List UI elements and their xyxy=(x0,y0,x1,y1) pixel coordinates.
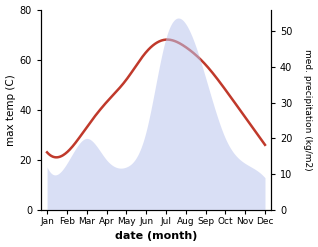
Y-axis label: med. precipitation (kg/m2): med. precipitation (kg/m2) xyxy=(303,49,313,171)
X-axis label: date (month): date (month) xyxy=(115,231,197,242)
Y-axis label: max temp (C): max temp (C) xyxy=(5,74,16,146)
